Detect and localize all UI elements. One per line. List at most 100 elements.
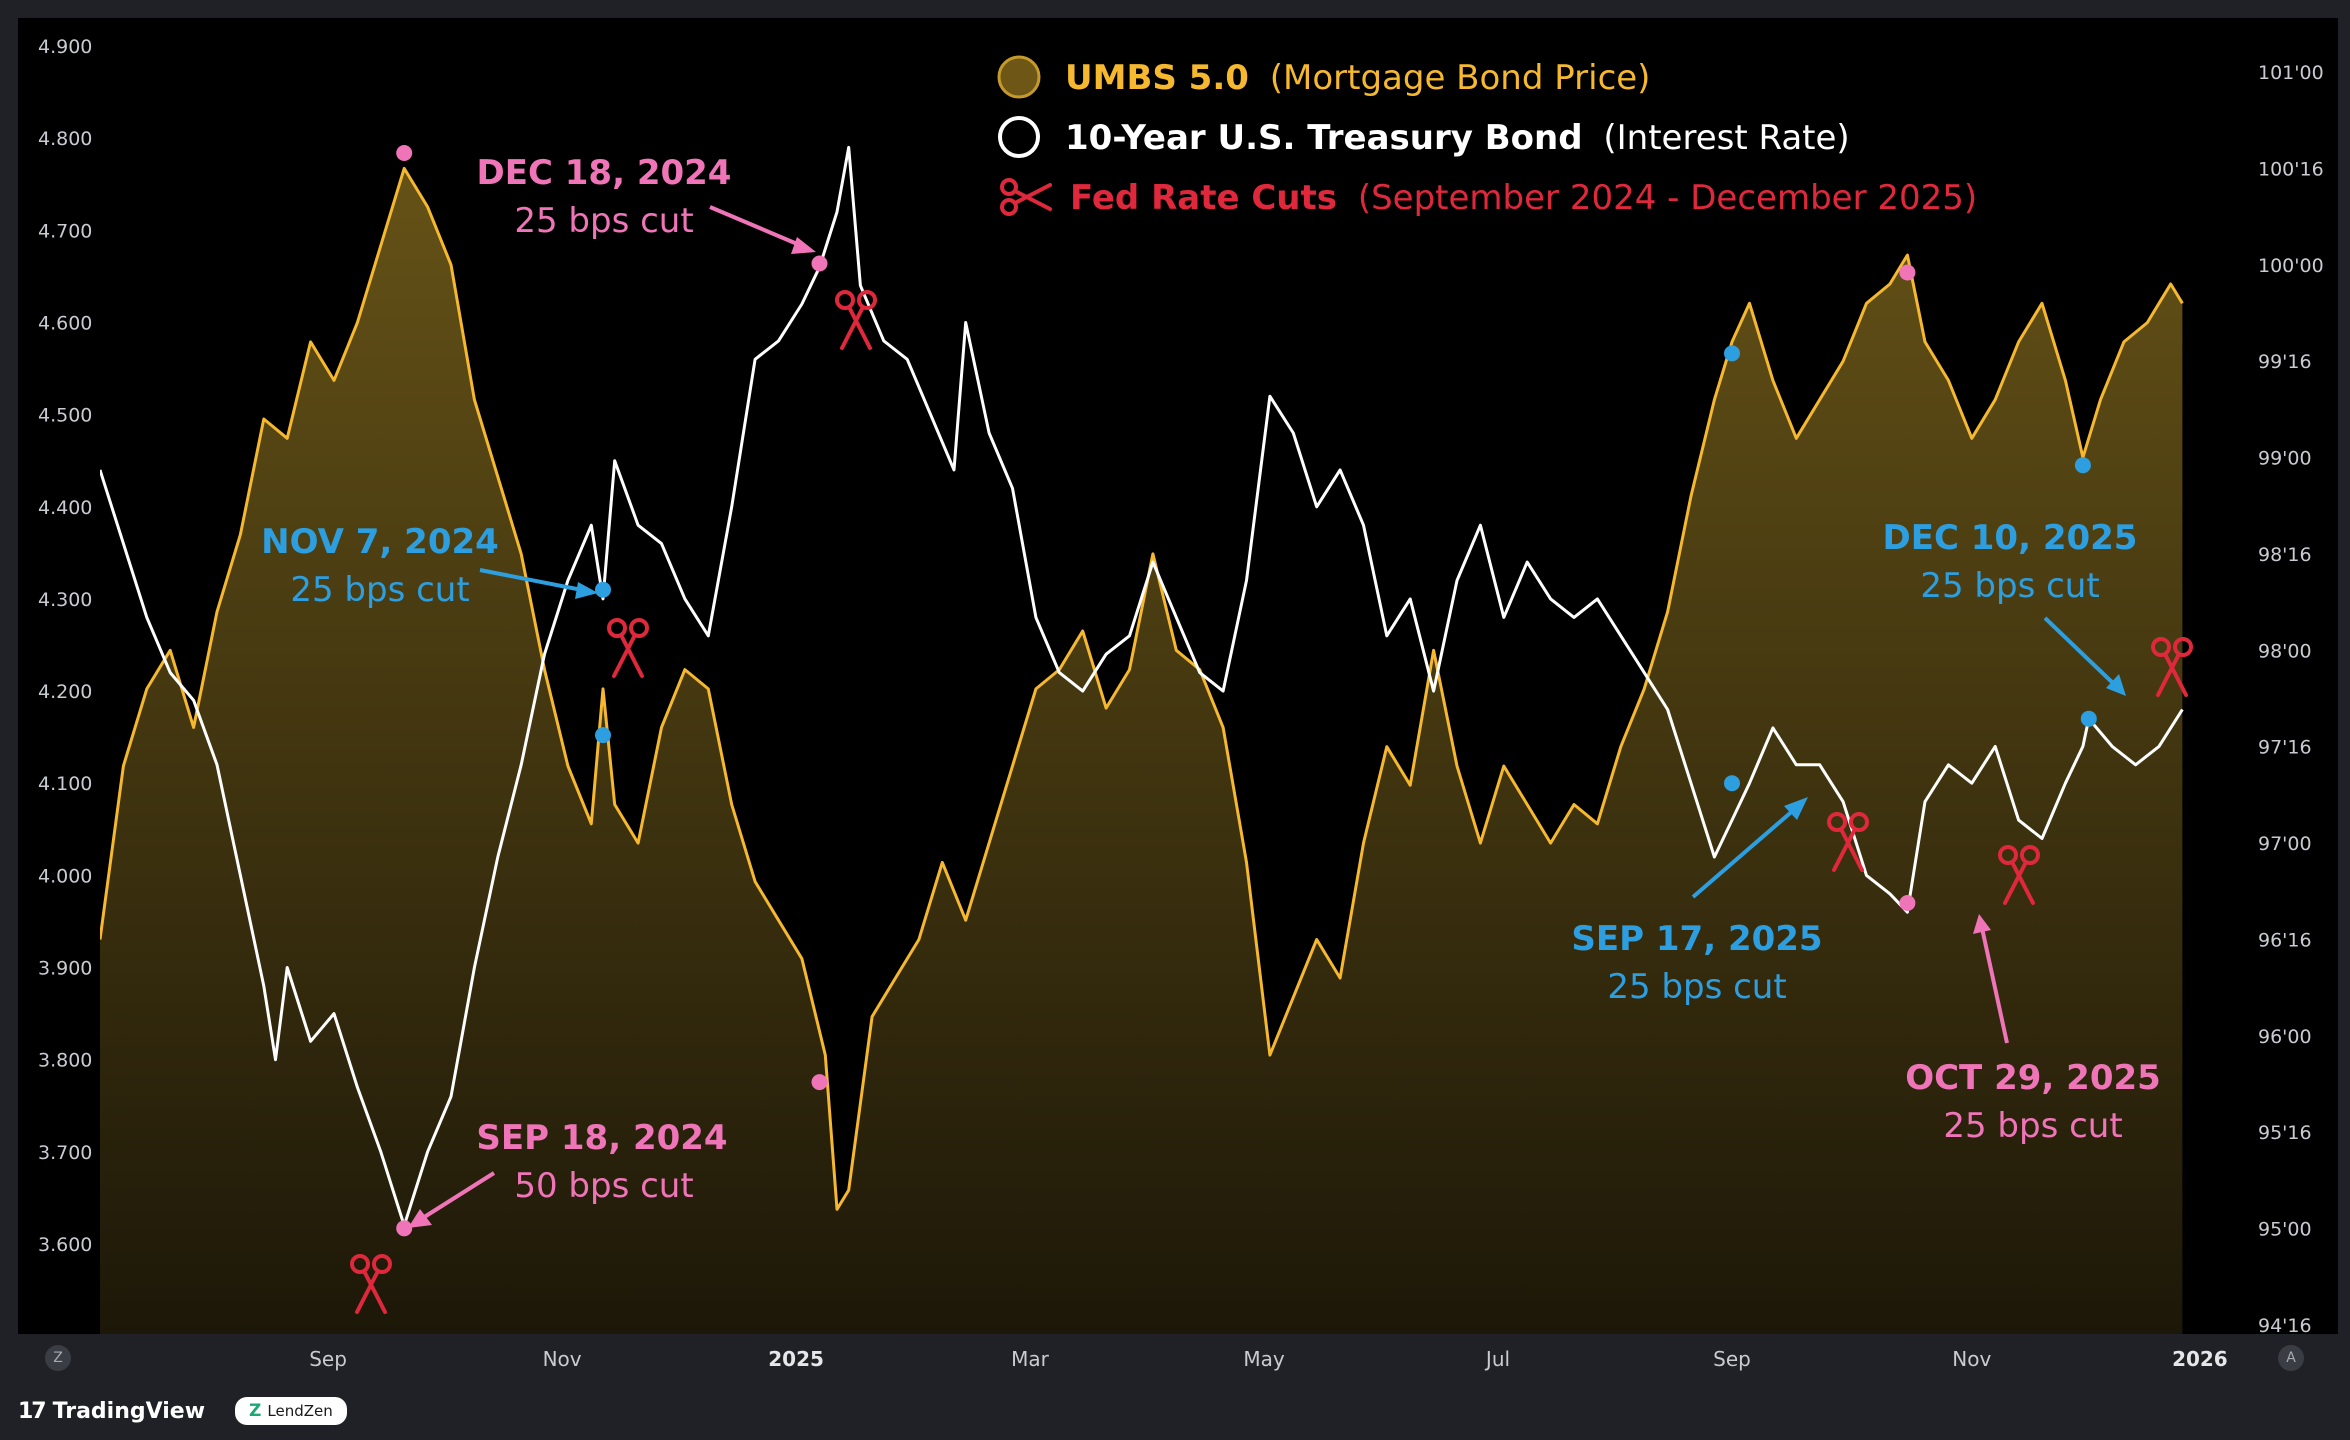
annotation-arrow xyxy=(2043,616,2118,688)
scissors-icon xyxy=(1827,812,1869,872)
right-axis-tick-label: 99'16 xyxy=(2258,351,2312,373)
annotation-date: DEC 18, 2024 xyxy=(477,153,732,193)
left-axis-tick-label: 4.400 xyxy=(38,497,92,519)
left-axis-tick-label: 3.900 xyxy=(38,958,92,980)
treasury-cut-marker xyxy=(2080,710,2097,727)
legend-treasury-bold: 10-Year U.S. Treasury Bond xyxy=(1065,118,1583,158)
left-axis-tick-label: 4.600 xyxy=(38,313,92,335)
umbs-cut-marker xyxy=(2074,457,2091,474)
treasury-cut-marker xyxy=(1724,775,1740,792)
legend-item-umbs: UMBS 5.0 (Mortgage Bond Price) xyxy=(997,55,1650,99)
annotation-arrow xyxy=(1980,927,2009,1044)
left-axis-tick-label: 3.600 xyxy=(38,1234,92,1256)
treasury-cut-marker xyxy=(396,1220,413,1237)
x-axis-tick-label: 2025 xyxy=(768,1347,824,1371)
scissors-icon xyxy=(1000,178,1052,216)
scissors-icon xyxy=(835,290,877,350)
x-axis-tick-label: Jul xyxy=(1484,1347,1510,1371)
x-axis-tick-label: 2026 xyxy=(2172,1347,2228,1371)
left-axis-tick-label: 4.100 xyxy=(38,773,92,795)
annotation-date: SEP 17, 2025 xyxy=(1571,919,1822,959)
umbs-area xyxy=(100,168,2183,1334)
annotation-date: DEC 10, 2025 xyxy=(1883,518,2138,558)
auto-scale-button[interactable]: A xyxy=(2278,1345,2304,1371)
annotations: SEP 18, 2024 50 bps cut NOV 7, 2024 25 b… xyxy=(261,153,2161,1228)
right-axis-tick-label: 101'00 xyxy=(2258,62,2324,84)
left-axis-tick-label: 4.500 xyxy=(38,405,92,427)
right-axis-tick-label: 96'16 xyxy=(2258,930,2312,952)
arrowhead-icon xyxy=(1784,797,1808,820)
annotation-sub: 50 bps cut xyxy=(514,1166,693,1206)
scissors-icon xyxy=(2151,637,2193,697)
right-axis-tick-label: 98'16 xyxy=(2258,544,2312,566)
x-axis-tick-label: May xyxy=(1243,1347,1285,1371)
legend-umbs-rest: (Mortgage Bond Price) xyxy=(1270,58,1651,98)
umbs-cut-marker xyxy=(595,727,611,744)
tradingview-label: TradingView xyxy=(52,1398,206,1424)
right-axis-tick-label: 95'00 xyxy=(2258,1219,2312,1241)
arrowhead-icon xyxy=(791,237,816,254)
left-axis-tick-label: 4.900 xyxy=(38,36,92,58)
tradingview-logo[interactable]: 17 TradingView xyxy=(18,1399,205,1424)
annotation-arrow xyxy=(416,1171,496,1223)
annotation-sub: 25 bps cut xyxy=(1943,1106,2122,1146)
legend-item-cuts: Fed Rate Cuts (September 2024 - December… xyxy=(1000,178,1977,218)
umbs-cut-marker xyxy=(1724,345,1740,362)
annotation-arrow xyxy=(709,205,803,248)
right-axis-tick-label: 95'16 xyxy=(2258,1122,2312,1144)
arrowhead-icon xyxy=(2106,674,2126,696)
annotation-dec-10-2025: DEC 10, 2025 25 bps cut xyxy=(1883,518,2138,696)
footer: 17 TradingView Z LendZen xyxy=(0,1382,2350,1440)
legend: UMBS 5.0 (Mortgage Bond Price) 10-Year U… xyxy=(997,55,1977,218)
annotation-date: SEP 18, 2024 xyxy=(476,1118,727,1158)
x-axis-tick-label: Nov xyxy=(1952,1347,1991,1371)
annotation-sep-17-2025: SEP 17, 2025 25 bps cut xyxy=(1571,797,1823,1007)
umbs-cut-marker xyxy=(396,145,413,161)
annotation-sub: 25 bps cut xyxy=(1920,566,2099,606)
left-axis-tick-label: 3.700 xyxy=(38,1142,92,1164)
x-axis-tick-label: Mar xyxy=(1011,1347,1050,1371)
annotation-arrow xyxy=(479,568,583,592)
treasury-cut-marker xyxy=(1899,895,1916,911)
x-axis-tick-label: Sep xyxy=(1713,1347,1751,1371)
annotation-date: NOV 7, 2024 xyxy=(261,522,499,562)
annotation-oct-29-2025: OCT 29, 2025 25 bps cut xyxy=(1905,914,2161,1146)
treasury-cut-marker xyxy=(811,255,828,272)
lendzen-badge[interactable]: Z LendZen xyxy=(235,1397,347,1425)
left-axis-tick-label: 4.800 xyxy=(38,128,92,150)
tradingview-icon: 17 xyxy=(18,1398,47,1424)
right-axis-tick-label: 100'00 xyxy=(2258,255,2324,277)
annotation-sep-18-2024: SEP 18, 2024 50 bps cut xyxy=(408,1118,728,1228)
umbs-series-line xyxy=(100,166,2184,1211)
right-axis-tick-label: 94'16 xyxy=(2258,1315,2312,1337)
right-axis-tick-label: 98'00 xyxy=(2258,640,2312,662)
umbs-cut-marker xyxy=(1899,264,1916,281)
time-axis-strip xyxy=(18,1334,2338,1382)
legend-cuts-rest: (September 2024 - December 2025) xyxy=(1358,178,1977,218)
left-axis-tick-label: 4.700 xyxy=(38,220,92,242)
arrowhead-icon xyxy=(408,1209,432,1228)
arrowhead-icon xyxy=(1973,914,1991,934)
left-axis-tick-label: 4.000 xyxy=(38,865,92,887)
right-axis-tick-label: 97'00 xyxy=(2258,833,2312,855)
annotation-arrow xyxy=(1691,806,1798,899)
svg-text:UMBS 5.0 (Mortgage B: UMBS 5.0 (Mortgage Bond Price) xyxy=(1065,58,1650,98)
arrowhead-icon xyxy=(575,582,598,599)
scissors-icon xyxy=(350,1254,392,1314)
left-axis-tick-label: 4.200 xyxy=(38,681,92,703)
treasury-cut-marker xyxy=(595,581,611,598)
legend-treasury-rest: (Interest Rate) xyxy=(1603,118,1849,158)
umbs-cut-marker xyxy=(811,1074,828,1091)
hollow-circle-icon xyxy=(998,116,1040,158)
legend-item-treasury: 10-Year U.S. Treasury Bond (Interest Rat… xyxy=(998,116,1850,158)
filled-circle-icon xyxy=(997,55,1041,99)
annotation-sub: 25 bps cut xyxy=(514,201,693,241)
left-axis-button[interactable]: Z xyxy=(45,1345,71,1371)
legend-cuts-bold: Fed Rate Cuts xyxy=(1070,178,1337,218)
svg-text:Fed Rate Cuts (Septe: Fed Rate Cuts (September 2024 - December… xyxy=(1070,178,1977,218)
treasury-series-line xyxy=(100,145,2184,1228)
right-axis-tick-label: 99'00 xyxy=(2258,448,2312,470)
right-axis-tick-label: 100'16 xyxy=(2258,158,2324,180)
